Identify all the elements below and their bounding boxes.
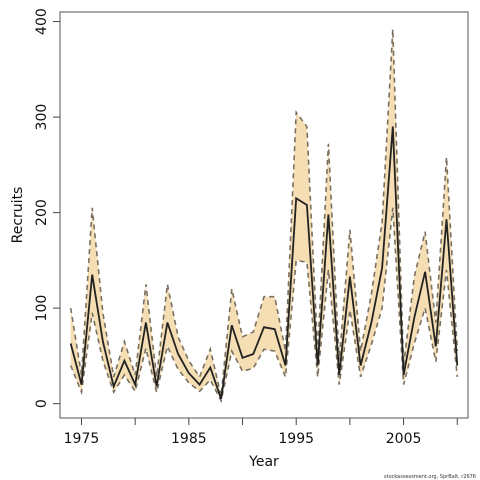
confidence-band-layer [70,29,458,401]
y-axis-title: Recruits [10,187,26,244]
confidence-band [70,29,458,401]
y-tick-label: 200 [34,199,50,226]
credit-note: stockassessment.org, SprBalt, r2676 [384,474,476,480]
x-tick-label: 1975 [64,431,100,447]
x-axis-title: Year [248,454,279,470]
y-axis: 0 100 200 300 400 [34,8,60,408]
plot-frame [59,11,469,419]
x-tick-label: 1995 [278,431,314,447]
x-tick-label: 1985 [171,431,207,447]
y-tick-label: 0 [34,399,50,408]
y-tick-label: 300 [34,104,50,131]
series-line-layer [69,29,459,404]
lower-bound-line [69,207,459,404]
x-tick-label: 2005 [386,431,422,447]
x-axis: 1975 1985 1995 2005 [64,418,458,447]
upper-bound-line [69,29,459,397]
estimate-line [69,126,459,400]
y-tick-label: 100 [34,295,50,322]
y-tick-label: 400 [34,8,50,35]
